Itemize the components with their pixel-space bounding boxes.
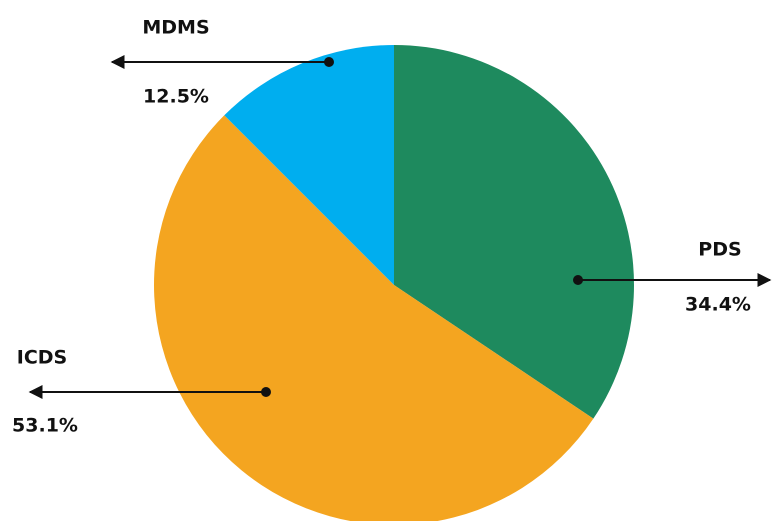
leader-dot bbox=[324, 57, 334, 67]
value-label: 34.4% bbox=[685, 294, 751, 316]
slice-label: PDS bbox=[698, 239, 741, 261]
pie bbox=[154, 45, 634, 521]
pie-slice bbox=[154, 115, 594, 521]
leader-dot bbox=[261, 387, 271, 397]
slice-label: ICDS bbox=[17, 347, 67, 369]
value-label: 53.1% bbox=[12, 415, 78, 437]
slice-label: MDMS bbox=[142, 17, 209, 39]
annotations: PDS 34.4% ICDS 53.1% MDMS 12.5% bbox=[12, 17, 772, 437]
pie-slice bbox=[224, 45, 394, 285]
leader-dot bbox=[573, 275, 583, 285]
pie-slice bbox=[394, 45, 634, 419]
value-label: 12.5% bbox=[143, 86, 209, 108]
